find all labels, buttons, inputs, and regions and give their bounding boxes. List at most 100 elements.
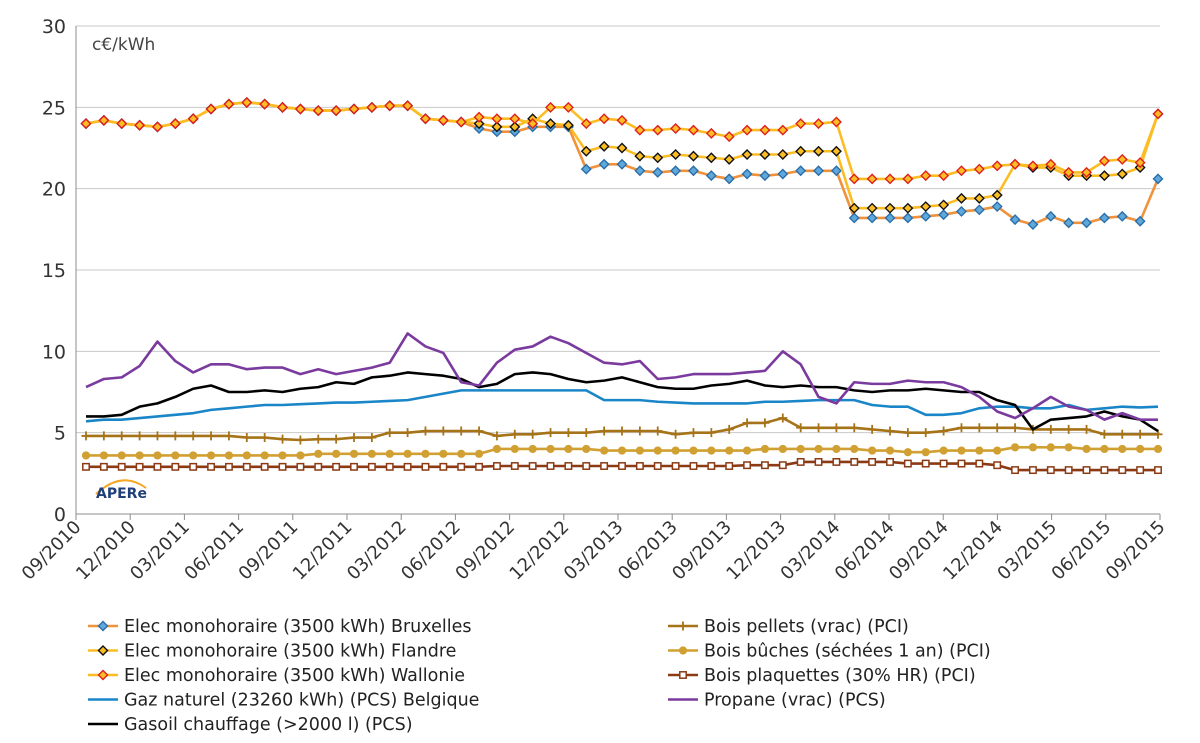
- point-marker: [457, 462, 466, 471]
- point-marker: [455, 116, 467, 128]
- point-marker: [652, 152, 664, 164]
- point-marker: [242, 433, 252, 443]
- y-tick-label: 30: [42, 16, 66, 38]
- point-marker: [955, 165, 967, 177]
- point-marker: [277, 101, 289, 113]
- point-marker: [903, 459, 912, 468]
- point-marker: [170, 431, 180, 441]
- point-marker: [97, 669, 109, 681]
- point-marker: [1027, 218, 1039, 230]
- series-5: [86, 371, 1159, 433]
- point-marker: [439, 462, 448, 471]
- point-marker: [955, 192, 967, 204]
- point-marker: [867, 424, 877, 434]
- point-marker: [492, 431, 502, 441]
- point-marker: [350, 462, 358, 471]
- point-marker: [687, 124, 699, 136]
- point-marker: [759, 124, 771, 136]
- point-marker: [973, 204, 985, 216]
- point-marker: [1046, 443, 1055, 452]
- point-marker: [582, 444, 591, 454]
- point-marker: [313, 434, 323, 444]
- point-marker: [741, 124, 753, 136]
- point-marker: [207, 462, 216, 471]
- point-marker: [474, 449, 484, 458]
- point-marker: [975, 459, 984, 468]
- series-3: [80, 96, 1164, 185]
- point-marker: [705, 152, 717, 164]
- point-marker: [671, 429, 681, 439]
- point-marker: [510, 462, 519, 470]
- point-marker: [1064, 466, 1073, 475]
- legend-item: Gasoil chauffage (>2000 l) (PCS): [88, 715, 413, 735]
- point-marker: [634, 124, 646, 136]
- point-marker: [813, 165, 825, 177]
- point-marker: [421, 462, 430, 471]
- point-marker: [1045, 210, 1057, 222]
- point-marker: [367, 462, 376, 471]
- point-marker: [294, 103, 306, 115]
- series-7: [81, 443, 1163, 460]
- point-marker: [419, 113, 431, 125]
- y-tick-label: 15: [42, 260, 66, 282]
- legend-item: Bois bûches (séchées 1 an) (PCI): [668, 642, 991, 662]
- unit-label: c€/kWh: [92, 35, 155, 55]
- legend-item: Elec monohoraire (3500 kWh) Bruxelles: [88, 617, 471, 637]
- point-marker: [385, 462, 394, 471]
- point-marker: [81, 451, 91, 460]
- point-marker: [223, 98, 235, 110]
- point-marker: [884, 173, 896, 185]
- point-marker: [546, 428, 556, 438]
- point-marker: [527, 118, 539, 130]
- point-marker: [920, 201, 932, 213]
- point-marker: [848, 173, 860, 185]
- x-tick-label: 09/2015: [1102, 517, 1170, 585]
- point-marker: [635, 446, 644, 455]
- point-marker: [1117, 429, 1127, 439]
- point-marker: [420, 426, 430, 436]
- series-lines: [80, 96, 1164, 475]
- point-marker: [706, 428, 716, 438]
- point-marker: [813, 118, 825, 130]
- point-marker: [884, 212, 896, 224]
- point-marker: [777, 168, 789, 180]
- point-marker: [707, 446, 716, 455]
- point-marker: [473, 118, 485, 130]
- point-marker: [403, 449, 412, 458]
- point-marker: [1045, 158, 1057, 170]
- point-marker: [296, 462, 305, 471]
- point-marker: [850, 457, 859, 466]
- point-marker: [509, 113, 521, 125]
- point-marker: [743, 461, 752, 470]
- point-marker: [652, 166, 664, 178]
- point-marker: [1046, 466, 1055, 475]
- point-marker: [510, 444, 519, 454]
- y-axis-ticks: 0 5 10 15 20 25 30: [42, 16, 66, 526]
- point-marker: [97, 620, 109, 632]
- point-marker: [1082, 424, 1092, 434]
- point-marker: [151, 121, 163, 133]
- point-marker: [1134, 215, 1146, 227]
- point-marker: [814, 444, 823, 454]
- point-marker: [260, 433, 270, 443]
- point-marker: [777, 124, 789, 136]
- point-marker: [1154, 466, 1162, 475]
- point-marker: [1098, 212, 1110, 224]
- point-marker: [295, 435, 305, 445]
- point-marker: [991, 189, 1003, 201]
- point-marker: [920, 210, 932, 222]
- point-marker: [957, 459, 966, 468]
- point-marker: [260, 462, 269, 471]
- point-marker: [742, 418, 752, 428]
- point-marker: [814, 423, 824, 433]
- point-marker: [188, 431, 198, 441]
- point-marker: [1082, 444, 1091, 454]
- point-marker: [1064, 443, 1073, 452]
- point-marker: [724, 424, 734, 434]
- point-marker: [509, 121, 521, 133]
- point-marker: [707, 462, 716, 470]
- point-marker: [1136, 444, 1145, 454]
- point-marker: [778, 413, 788, 423]
- point-marker: [456, 426, 466, 436]
- y-tick-label: 5: [54, 423, 66, 445]
